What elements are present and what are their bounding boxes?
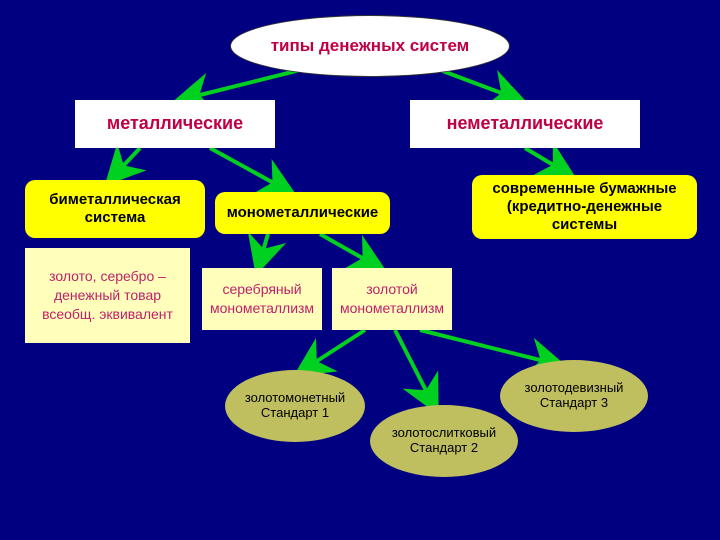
bimetal-label: биметаллическая система <box>33 191 197 227</box>
leaf-std1: золотомонетный Стандарт 1 <box>225 370 365 442</box>
leaf-std3: золотодевизный Стандарт 3 <box>500 360 648 432</box>
node-monometal: монометаллические <box>215 192 390 234</box>
leaf-std2: золотослитковый Стандарт 2 <box>370 405 518 477</box>
std2-label: золотослитковый Стандарт 2 <box>374 426 514 456</box>
std3-label: золотодевизный Стандарт 3 <box>504 381 644 411</box>
node-bimetal: биметаллическая система <box>25 180 205 238</box>
node-nonmetallic: неметаллические <box>410 100 640 148</box>
std1-label: золотомонетный Стандарт 1 <box>229 391 361 421</box>
note-silver-mono: серебряный монометаллизм <box>202 268 322 330</box>
root-label: типы денежных систем <box>271 36 470 56</box>
modern-paper-label: современные бумажные (кредитно-денежные … <box>480 180 689 234</box>
nonmetallic-label: неметаллические <box>447 113 604 135</box>
gold-mono-label: золотой монометаллизм <box>340 280 444 318</box>
monometal-label: монометаллические <box>227 204 379 222</box>
root-node: типы денежных систем <box>230 15 510 77</box>
metallic-label: металлические <box>107 113 243 135</box>
note-gold-mono: золотой монометаллизм <box>332 268 452 330</box>
note-bimetal: золото, серебро – денежный товар всеобщ.… <box>25 248 190 343</box>
node-modern-paper: современные бумажные (кредитно-денежные … <box>472 175 697 239</box>
silver-mono-label: серебряный монометаллизм <box>210 280 314 318</box>
node-metallic: металлические <box>75 100 275 148</box>
bimetal-note-label: золото, серебро – денежный товар всеобщ.… <box>33 267 182 324</box>
